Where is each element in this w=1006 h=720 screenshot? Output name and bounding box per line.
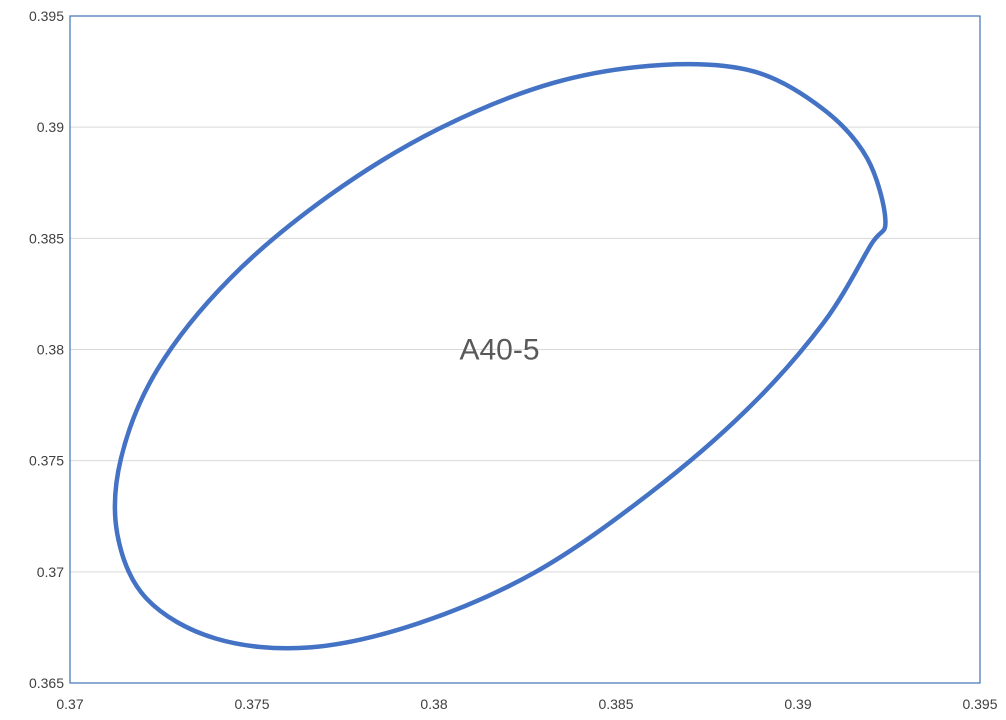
y-tick-label: 0.38 — [37, 342, 64, 358]
y-tick-label: 0.365 — [29, 675, 64, 691]
x-tick-label: 0.38 — [420, 696, 447, 712]
x-tick-label: 0.375 — [234, 696, 269, 712]
x-tick-label: 0.39 — [784, 696, 811, 712]
x-tick-label: 0.385 — [598, 696, 633, 712]
plot-area-border — [69, 15, 981, 684]
series-line — [112, 61, 888, 651]
x-tick-label: 0.37 — [56, 696, 83, 712]
y-tick-label: 0.385 — [29, 230, 64, 246]
gridlines — [70, 126, 980, 573]
y-axis-tick-labels: 0.365 0.37 0.375 0.38 0.385 0.39 0.395 — [29, 8, 64, 691]
y-tick-label: 0.395 — [29, 8, 64, 24]
x-axis-tick-labels: 0.37 0.375 0.38 0.385 0.39 0.395 — [56, 696, 997, 712]
annotation-label: A40-5 — [459, 334, 539, 367]
y-tick-label: 0.39 — [37, 119, 64, 135]
series-layer — [112, 61, 888, 651]
y-tick-label: 0.37 — [37, 564, 64, 580]
x-tick-label: 0.395 — [962, 696, 997, 712]
y-tick-label: 0.375 — [29, 453, 64, 469]
annotation-layer: A40-5 — [459, 334, 539, 367]
